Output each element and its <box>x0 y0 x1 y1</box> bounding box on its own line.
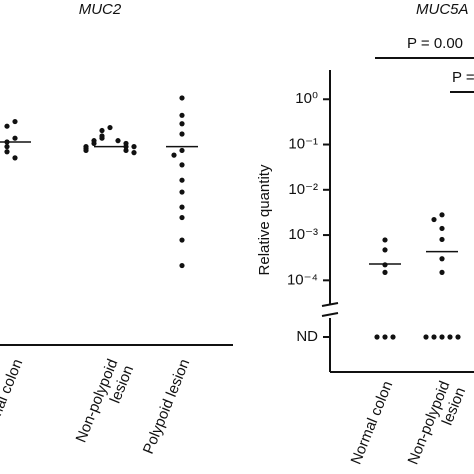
data-point <box>123 147 129 154</box>
axis-break <box>321 312 339 317</box>
axis-break <box>321 302 339 307</box>
x-tick-label: Non-polypoidlesion <box>405 379 470 474</box>
data-point <box>12 135 18 141</box>
data-point <box>431 334 437 340</box>
y-tick-label: 10⁻³ <box>288 226 318 243</box>
annotation: P = 0.00 <box>407 35 463 52</box>
data-point <box>115 138 121 144</box>
y-tick-label: 10⁰ <box>295 90 318 107</box>
data-point <box>4 123 10 129</box>
y-tick-label: 10⁻¹ <box>288 135 318 152</box>
data-point <box>439 225 445 232</box>
data-point <box>179 214 185 221</box>
data-point <box>455 334 461 340</box>
data-point <box>382 269 388 275</box>
data-point <box>439 256 445 262</box>
annotation: P = <box>452 69 474 86</box>
data-point <box>99 135 105 141</box>
data-point <box>431 216 437 223</box>
data-point <box>131 144 137 150</box>
data-point <box>179 131 185 137</box>
data-point <box>179 189 185 195</box>
data-point <box>447 334 453 340</box>
data-point <box>179 204 185 210</box>
x-tick-label: ormal colon <box>0 357 26 435</box>
data-point <box>12 118 18 125</box>
x-tick-label: Non-polypoidlesion <box>73 357 138 452</box>
data-point <box>4 144 10 150</box>
data-point <box>4 149 10 155</box>
data-point <box>382 334 388 340</box>
y-axis-label: Relative quantity <box>256 164 273 275</box>
data-point <box>91 140 97 147</box>
data-point <box>439 212 445 218</box>
data-point <box>99 127 105 134</box>
data-point <box>179 177 185 183</box>
x-tick-label: Normal colon <box>348 379 397 467</box>
data-point <box>107 124 113 131</box>
x-tick-label: Polypoid lesion <box>140 357 194 457</box>
data-point <box>390 334 396 340</box>
data-point <box>179 262 185 269</box>
data-point <box>131 150 137 156</box>
data-point <box>179 147 185 154</box>
data-point <box>179 95 185 101</box>
data-point <box>374 334 380 340</box>
data-point <box>179 112 185 118</box>
data-point <box>83 147 89 154</box>
data-point <box>423 334 429 340</box>
y-tick-label: 10⁻⁴ <box>287 271 318 288</box>
data-point <box>382 237 388 243</box>
data-point <box>171 152 177 158</box>
chart-title: MUC5A <box>416 1 469 18</box>
data-point <box>382 247 388 253</box>
data-point <box>179 162 185 168</box>
data-point <box>179 237 185 243</box>
data-point <box>439 269 445 275</box>
y-tick-label: 10⁻² <box>288 181 318 198</box>
data-point <box>439 334 445 340</box>
y-tick-label: ND <box>296 328 318 345</box>
data-point <box>179 121 185 127</box>
data-point <box>12 155 18 161</box>
chart-title: MUC2 <box>79 1 122 18</box>
data-point <box>382 262 388 268</box>
data-point <box>439 236 445 243</box>
